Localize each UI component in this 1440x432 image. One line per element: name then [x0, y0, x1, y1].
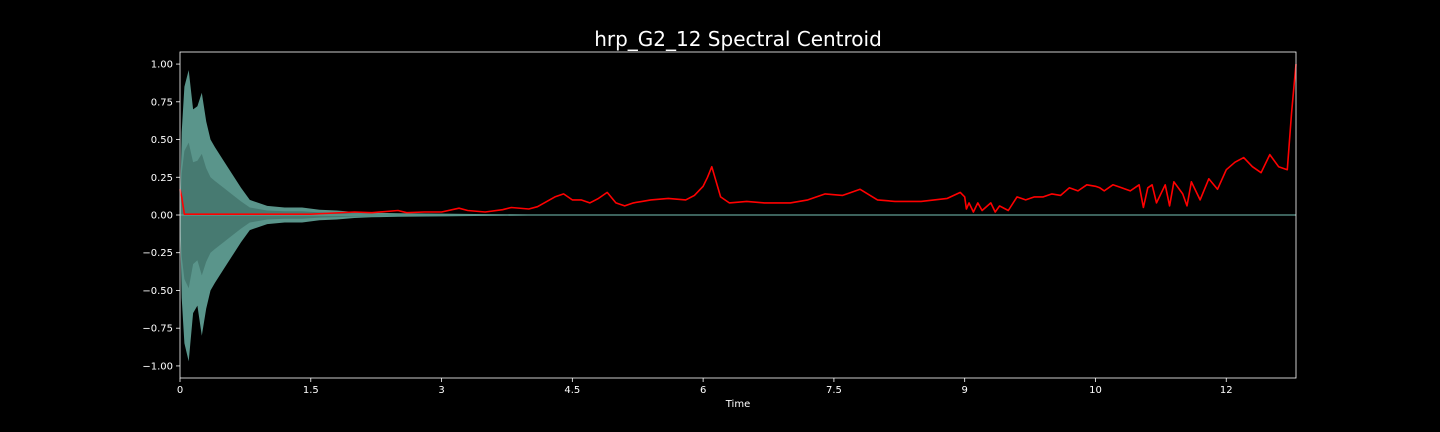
y-tick-label: 0.25 [151, 173, 173, 184]
chart-title: hrp_G2_12 Spectral Centroid [594, 27, 882, 51]
y-tick-label: 0.75 [151, 97, 173, 108]
y-tick-label: 0.50 [151, 135, 173, 146]
x-tick-label: 4.5 [564, 385, 580, 396]
series-layer [179, 64, 1297, 215]
x-tick-label: 9 [962, 385, 968, 396]
y-tick-label: −0.50 [142, 286, 173, 297]
waveform-layer [180, 70, 1296, 362]
x-axis-label: Time [725, 399, 750, 410]
y-tick-label: 0.00 [151, 211, 173, 222]
x-tick-label: 10 [1089, 385, 1102, 396]
y-tick-label: 1.00 [151, 60, 173, 71]
x-tick-label: 7.5 [826, 385, 842, 396]
y-axis: 1.00 0.75 0.50 0.25 0.00 −0.25 −0.50 −0.75 −1.00 [142, 60, 180, 372]
y-tick-label: −1.00 [142, 361, 173, 372]
x-tick-label: 1.5 [303, 385, 319, 396]
x-tick-label: 3 [438, 385, 444, 396]
x-axis: 0 1.5 3 4.5 6 7.5 9 10 12 [177, 378, 1233, 396]
y-tick-label: −0.75 [142, 324, 173, 335]
centroid-line-0 [179, 64, 1297, 215]
x-tick-label: 6 [700, 385, 706, 396]
x-tick-label: 0 [177, 385, 183, 396]
x-tick-label: 12 [1220, 385, 1233, 396]
y-tick-label: −0.25 [142, 248, 173, 259]
